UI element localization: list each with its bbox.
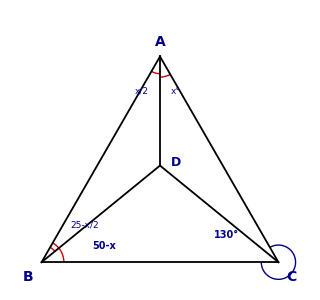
Text: 50-x: 50-x [92,241,116,251]
Text: 25-x/2: 25-x/2 [70,221,99,230]
Text: D: D [171,156,181,169]
Text: x/2: x/2 [135,87,149,96]
Text: C: C [286,270,296,284]
Text: A: A [155,35,165,49]
Text: B: B [23,270,34,284]
Text: 130°: 130° [214,230,239,240]
Text: x°: x° [171,87,181,96]
